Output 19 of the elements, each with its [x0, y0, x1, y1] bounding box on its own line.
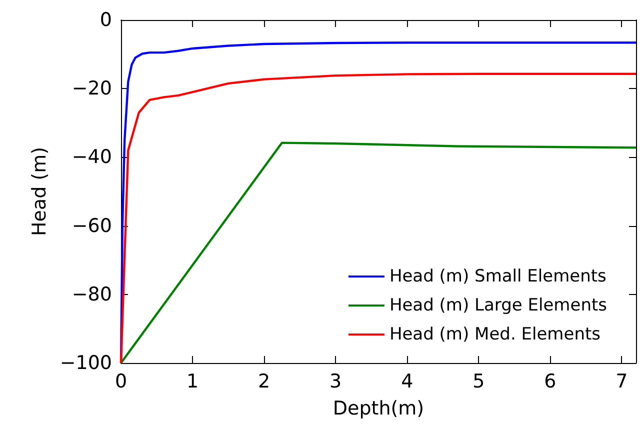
- x-tick-label: 3: [330, 370, 342, 392]
- x-tick-label: 7: [616, 370, 628, 392]
- x-tick-label: 0: [114, 370, 128, 392]
- legend-label: Head (m) Med. Elements: [389, 324, 601, 344]
- x-tick-label: 5: [472, 370, 485, 392]
- x-axis-title: Depth(m): [332, 398, 424, 420]
- x-tick-label: 1: [186, 370, 199, 392]
- legend-label: Head (m) Large Elements: [389, 296, 608, 316]
- y-tick-label: −20: [72, 78, 112, 100]
- y-tick-label: −40: [72, 146, 112, 168]
- y-tick-label: −80: [72, 283, 112, 306]
- y-tick-label: −100: [60, 352, 112, 374]
- x-tick-label: 4: [401, 370, 414, 392]
- y-tick-label: 0: [100, 9, 112, 31]
- y-tick-label: −60: [72, 214, 112, 237]
- x-tick-label: 6: [544, 370, 556, 392]
- x-tick-label: 2: [258, 370, 270, 392]
- y-axis-title: Head (m): [28, 146, 50, 236]
- legend-label: Head (m) Small Elements: [389, 266, 607, 286]
